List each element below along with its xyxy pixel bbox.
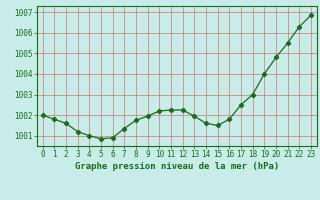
X-axis label: Graphe pression niveau de la mer (hPa): Graphe pression niveau de la mer (hPa)	[75, 162, 279, 171]
